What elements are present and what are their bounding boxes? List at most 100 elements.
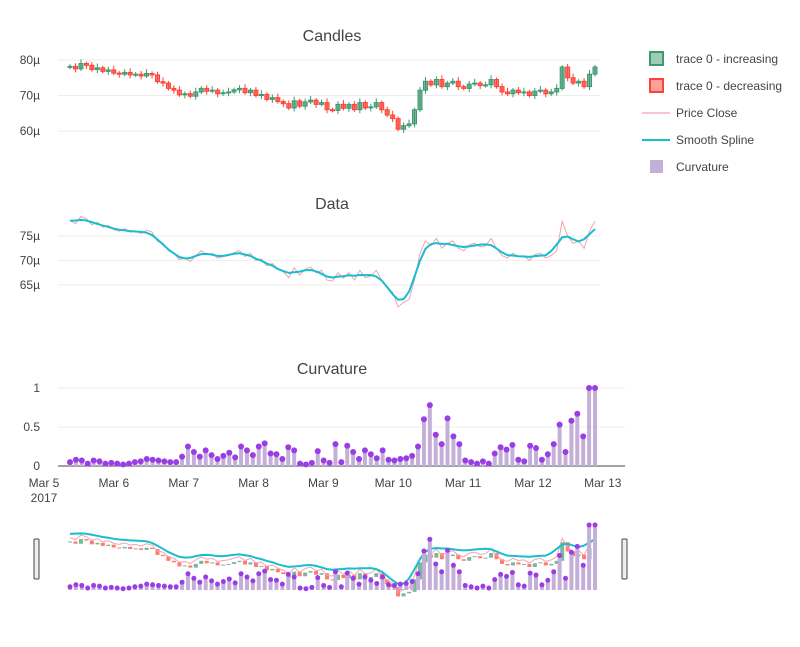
slider-candle <box>193 563 198 568</box>
curvature-marker <box>403 455 410 462</box>
curvature-marker <box>468 459 475 466</box>
curvature-bar <box>404 458 409 466</box>
slider-curvature-marker <box>403 581 409 586</box>
curvature-marker <box>78 457 85 464</box>
candle-body <box>373 102 379 108</box>
x-tick-label: Mar 7 <box>168 476 199 490</box>
slider-candle <box>275 568 280 573</box>
slider-candle <box>122 546 127 549</box>
candle-body <box>171 87 177 91</box>
legend-item[interactable]: Price Close <box>642 106 738 120</box>
panel-title-candles: Candles <box>303 28 362 45</box>
y-tick-label: 65µ <box>20 278 40 292</box>
slider-curvature-bar <box>197 582 202 590</box>
candle-body <box>406 123 412 127</box>
curvature-bar <box>492 453 497 466</box>
slider-curvature-bar <box>516 584 521 590</box>
legend[interactable]: trace 0 - increasing trace 0 - decreasing… <box>642 51 782 174</box>
slider-curvature-marker <box>173 584 179 590</box>
curvature-marker <box>149 456 156 463</box>
slider-curvature-marker <box>439 569 445 575</box>
legend-item[interactable]: Smooth Spline <box>642 133 754 147</box>
slider-curvature-marker <box>191 575 197 581</box>
slider-curvature-bar <box>221 581 226 590</box>
curvature-marker <box>232 454 239 461</box>
slider-curvature-bar <box>262 571 267 590</box>
slider-curvature-bar <box>357 584 362 590</box>
candle-body <box>275 97 281 103</box>
slider-curvature-bar <box>421 551 426 590</box>
legend-item[interactable]: trace 0 - increasing <box>649 51 778 66</box>
curvature-bar <box>362 450 367 466</box>
slider-candle <box>204 560 209 564</box>
candle-body <box>548 91 554 95</box>
legend-item[interactable]: Curvature <box>650 160 729 174</box>
curvature-marker <box>361 447 368 454</box>
range-slider-left-handle[interactable] <box>33 538 40 580</box>
curvature-bar <box>433 434 438 466</box>
candle-body <box>592 66 598 75</box>
curvature-marker <box>338 459 345 466</box>
slider-curvature-marker <box>462 582 468 588</box>
slider-curvature-bar <box>209 580 214 590</box>
slider-candle <box>281 572 286 575</box>
legend-item[interactable]: trace 0 - decreasing <box>649 78 782 93</box>
range-slider[interactable] <box>33 522 628 597</box>
curvature-bar <box>427 405 432 466</box>
y-tick-label: 60µ <box>20 124 40 138</box>
x-tick-label: Mar 13 <box>584 476 622 490</box>
y-tick-label: 75µ <box>20 229 40 243</box>
candle-body <box>439 79 445 88</box>
curvature-marker <box>344 442 351 449</box>
candle-body <box>543 89 549 95</box>
slider-candle <box>401 593 406 597</box>
curvature-bar <box>539 459 544 466</box>
slider-curvature-bar <box>504 576 509 590</box>
curvature-marker <box>208 452 215 459</box>
curvature-bar <box>439 444 444 466</box>
slider-curvature-marker <box>132 584 138 590</box>
slider-curvature-marker <box>155 582 161 588</box>
slider-candle <box>500 559 505 564</box>
candle-body <box>532 90 538 96</box>
curvature-marker <box>155 457 162 464</box>
candle-body <box>499 86 505 93</box>
slider-curvature-marker <box>315 575 321 581</box>
curvature-bar <box>575 413 580 466</box>
curvature-marker <box>350 448 357 455</box>
slider-curvature-marker <box>527 570 533 576</box>
candle-body <box>258 93 264 96</box>
candle-body <box>565 66 571 79</box>
range-slider-right-handle[interactable] <box>621 538 628 580</box>
candle-body <box>264 93 270 100</box>
slider-curvature-bar <box>551 571 556 590</box>
candle-body <box>494 79 500 88</box>
curvature-bar <box>215 458 220 466</box>
curvature-marker <box>108 459 115 466</box>
slider-candle <box>100 542 105 546</box>
curvature-marker <box>550 441 557 448</box>
slider-candle <box>450 554 455 557</box>
slider-curvature-marker <box>521 583 527 589</box>
curvature-marker <box>379 447 386 454</box>
curvature-bar <box>504 449 509 466</box>
curvature-bar <box>510 444 515 466</box>
candle-body <box>477 82 483 87</box>
candle-body <box>505 91 510 95</box>
candle-body <box>302 101 308 107</box>
slider-curvature-marker <box>533 572 539 578</box>
slider-curvature-marker <box>197 579 203 585</box>
slider-smooth-spline <box>69 532 596 585</box>
y-tick-label: 70µ <box>20 89 40 103</box>
slider-candle <box>232 562 237 564</box>
curvature-bar <box>286 447 291 466</box>
slider-curvature-marker <box>309 584 315 590</box>
curvature-marker <box>509 441 516 448</box>
slider-candle <box>325 573 330 580</box>
curvature-marker <box>220 452 227 459</box>
slider-curvature-marker <box>380 574 386 580</box>
curvature-bar <box>587 388 592 466</box>
slider-candle <box>182 565 187 567</box>
slider-curvature-bar <box>286 574 291 590</box>
curvature-bar <box>244 450 249 466</box>
